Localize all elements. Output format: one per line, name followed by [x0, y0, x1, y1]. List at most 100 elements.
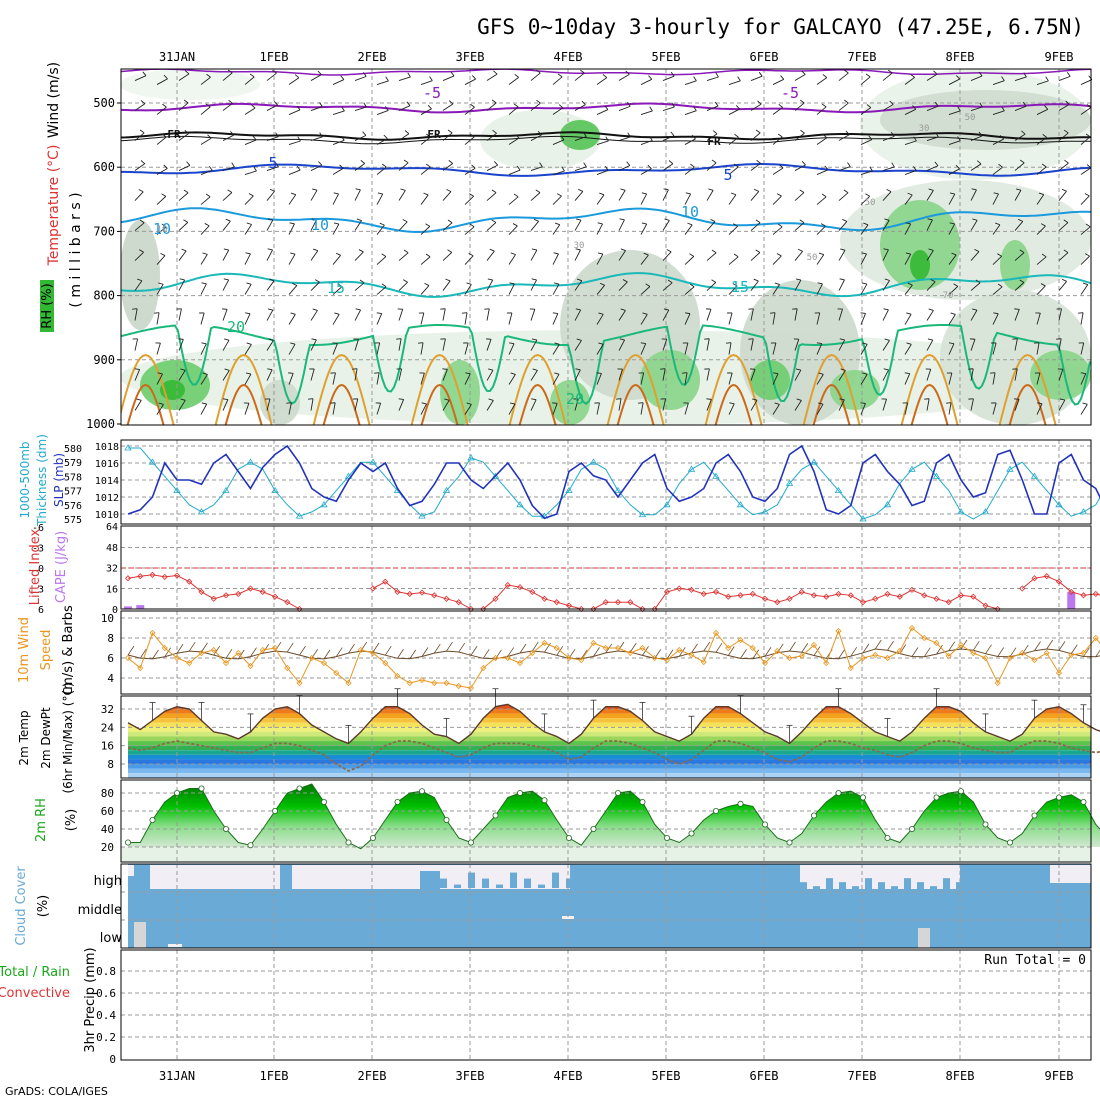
wind-barb — [178, 250, 187, 261]
wind-barb — [618, 339, 625, 351]
temp-tick: 32 — [101, 703, 114, 716]
wind-barb-flag — [948, 342, 955, 345]
wind-barb-flag — [777, 133, 783, 138]
wind-barb — [574, 136, 587, 141]
li-marker — [369, 585, 377, 592]
panel-label-wind: Wind (m/s) — [46, 62, 62, 138]
wind-barb — [442, 132, 453, 141]
wind-barb-flag — [268, 338, 274, 341]
wind-barb — [398, 368, 403, 381]
rh-marker — [688, 830, 695, 837]
wind-barb — [332, 255, 341, 265]
wind-barb-flag — [157, 372, 163, 375]
wind-barb-flag — [796, 398, 802, 401]
wind-barb — [354, 309, 361, 321]
wind-barb — [684, 110, 697, 115]
wind-barb-flag — [776, 253, 782, 257]
wind-barb-flag — [711, 159, 717, 164]
li-marker — [798, 588, 805, 595]
barb-flag — [985, 644, 992, 654]
wind-barb-flag — [865, 73, 871, 78]
li-marker — [982, 602, 989, 609]
wind-barb — [618, 190, 626, 201]
wind-barb-flag — [1041, 163, 1047, 168]
wind-barb-flag — [446, 188, 452, 192]
wind-barb-flag — [510, 252, 516, 255]
wind-barb — [486, 279, 494, 291]
cape-bar — [124, 606, 132, 609]
wind-barb — [530, 220, 539, 231]
wind-barb — [552, 76, 563, 85]
wind-barb-flag — [537, 130, 542, 136]
wind-barb — [530, 134, 542, 141]
wind-barb-flag — [180, 368, 186, 371]
wind-barb-flag — [818, 372, 824, 375]
wind-barb-flag — [620, 308, 626, 311]
wind-barb-flag — [245, 252, 251, 255]
thickness-tick: 580 — [64, 444, 82, 455]
wind-barb — [1014, 282, 1025, 291]
wind-barb-flag — [223, 278, 229, 281]
li-tick: 3 — [38, 585, 44, 596]
wind-barb — [178, 165, 191, 171]
rh-marker — [958, 788, 965, 795]
wind-barb-flag — [649, 136, 653, 141]
wind-barb — [552, 224, 561, 235]
wind-barb-flag — [531, 338, 537, 341]
wind-marker — [1068, 651, 1075, 659]
panel-frame-li — [120, 525, 1092, 610]
wind-barb-flag — [223, 248, 229, 251]
wind-barb-flag — [249, 73, 255, 78]
wind-barb — [662, 75, 675, 81]
wind-barb-flag — [777, 223, 783, 228]
wind-barb-flag — [181, 248, 187, 252]
wind-barb — [838, 279, 845, 291]
rh-blob — [640, 350, 700, 410]
rh-marker — [737, 800, 744, 807]
wind-barb-flag — [448, 100, 454, 105]
wind-barb-flag — [362, 72, 367, 77]
wind-barb-flag — [1061, 188, 1067, 192]
thickness-marker — [614, 486, 622, 493]
wind-barb — [420, 80, 433, 85]
wind-barb-flag — [645, 283, 651, 287]
wind-barb-flag — [290, 342, 296, 345]
wind-barb — [376, 110, 389, 115]
wind-barb-flag — [998, 163, 1003, 168]
wind-barb-flag — [1018, 218, 1023, 222]
wind-barb-flag — [955, 75, 961, 80]
wind-barb — [178, 370, 186, 381]
wind-barb — [1036, 256, 1047, 265]
wind-barb — [156, 255, 166, 265]
cloud-high-bar — [839, 882, 846, 895]
wind-barb-flag — [1019, 159, 1025, 164]
wind-barb — [1080, 195, 1090, 205]
wind-barb-flag — [317, 70, 322, 75]
wind-barb-flag — [312, 188, 318, 191]
wind-barb-flag — [273, 100, 278, 106]
wind-barb-flag — [448, 160, 453, 164]
wind-barb — [288, 140, 301, 145]
barb-flag — [360, 641, 368, 652]
wind-barb — [442, 369, 448, 381]
barb-flag — [348, 643, 355, 654]
slp-tick: 1010 — [95, 510, 119, 521]
wind-barb-flag — [227, 189, 233, 193]
wind-barb — [750, 222, 761, 231]
wind-barb — [772, 255, 782, 265]
wind-barb — [1080, 404, 1088, 415]
wind-barb — [1058, 338, 1062, 351]
cloud-high-bar — [468, 872, 475, 888]
barb-flag — [164, 647, 172, 657]
wind-barb — [772, 167, 784, 175]
wind-barb-flag — [489, 248, 495, 252]
wind-barb — [398, 281, 408, 291]
wind-barb-flag — [290, 312, 296, 315]
wind-barb — [618, 165, 631, 171]
li-marker — [810, 592, 818, 599]
contour-warm — [616, 383, 655, 425]
barb-flag — [446, 641, 453, 652]
wind-barb — [684, 313, 691, 325]
wind-barb-flag — [509, 342, 515, 345]
wind-barb-flag — [957, 106, 961, 112]
